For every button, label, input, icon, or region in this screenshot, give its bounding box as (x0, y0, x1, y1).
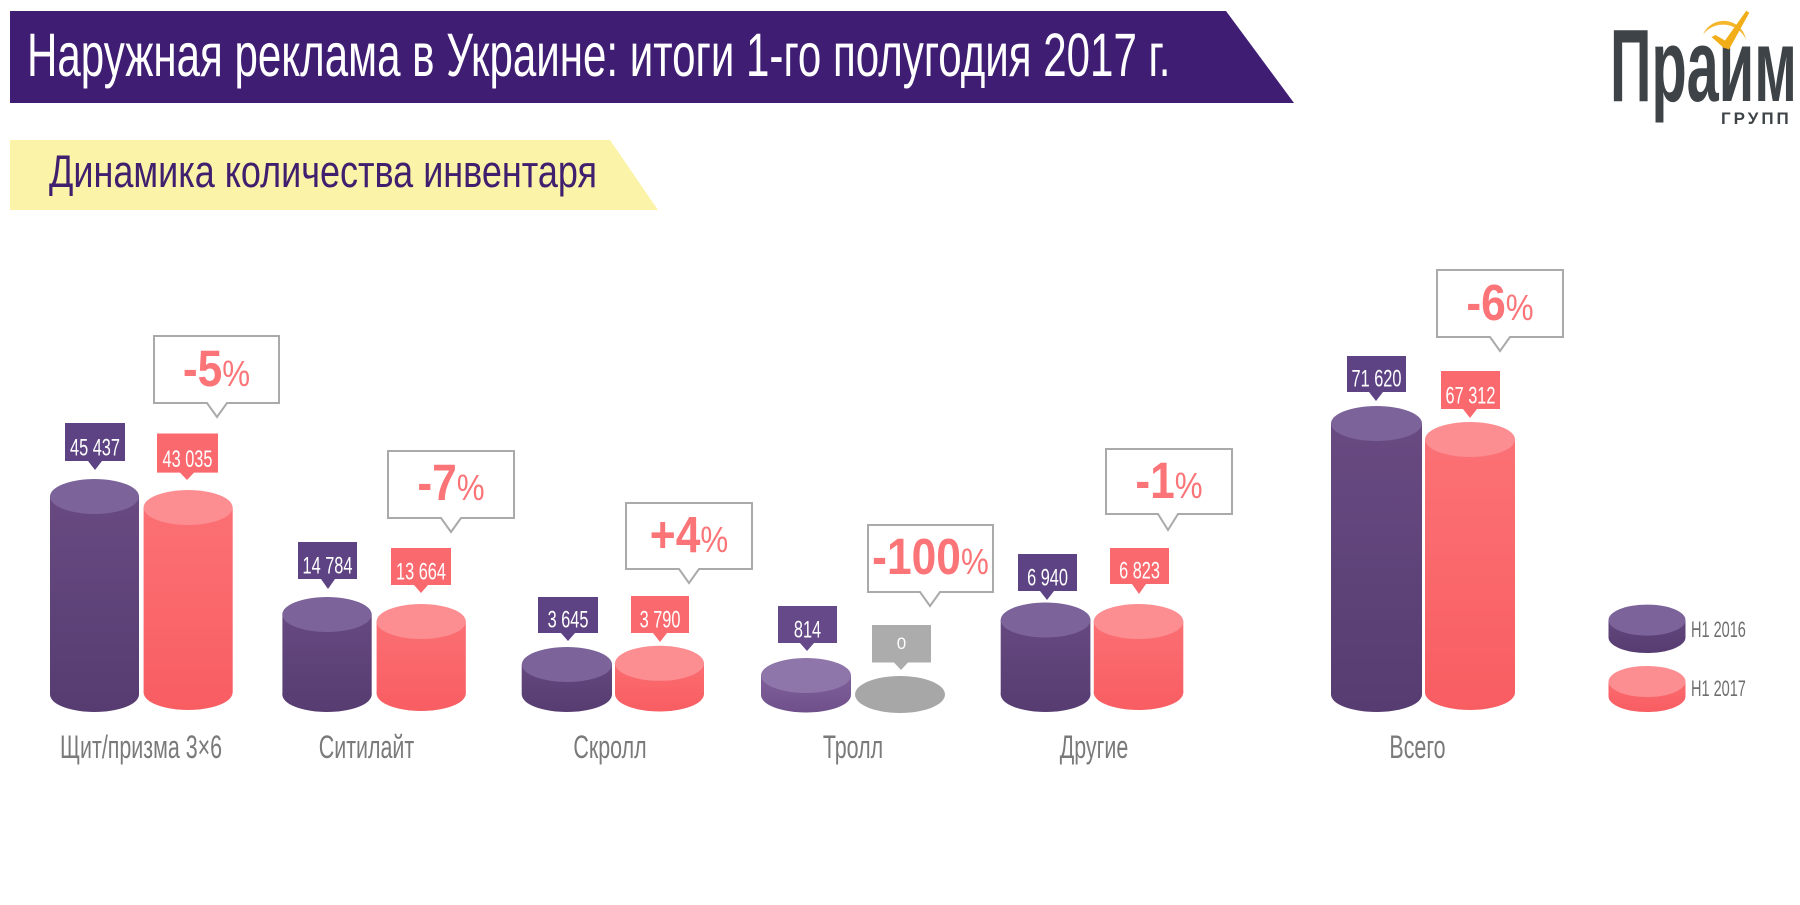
svg-text:ГРУПП: ГРУПП (1721, 109, 1792, 128)
svg-text:Праим: Праим (1610, 7, 1797, 123)
svg-text:Другие: Другие (1060, 729, 1129, 765)
svg-text:Тролл: Тролл (823, 729, 883, 765)
svg-text:Ситилайт: Ситилайт (319, 729, 414, 765)
svg-text:3 790: 3 790 (640, 606, 681, 633)
svg-text:0: 0 (897, 634, 906, 653)
svg-text:H1 2016: H1 2016 (1691, 617, 1746, 642)
svg-text:-1%: -1% (1135, 453, 1202, 510)
svg-text:67 312: 67 312 (1446, 382, 1496, 409)
svg-text:3 645: 3 645 (548, 606, 589, 633)
svg-text:14 784: 14 784 (303, 552, 353, 579)
svg-text:6 940: 6 940 (1027, 564, 1068, 591)
svg-text:45 437: 45 437 (70, 434, 120, 461)
svg-text:-6%: -6% (1466, 275, 1533, 332)
svg-text:Динамика количества инвентаря: Динамика количества инвентаря (49, 146, 597, 197)
svg-text:Скролл: Скролл (573, 729, 646, 765)
svg-text:Всего: Всего (1389, 729, 1445, 765)
svg-text:71 620: 71 620 (1352, 365, 1402, 392)
svg-text:Наружная реклама в Украине: ит: Наружная реклама в Украине: итоги 1-го п… (27, 22, 1170, 90)
svg-text:13 664: 13 664 (396, 558, 446, 585)
svg-text:Щит/призма 3×6: Щит/призма 3×6 (60, 729, 222, 765)
svg-text:43 035: 43 035 (163, 446, 213, 473)
svg-text:H1 2017: H1 2017 (1691, 676, 1746, 701)
svg-text:814: 814 (794, 616, 821, 643)
svg-text:-100%: -100% (872, 529, 989, 586)
svg-text:6 823: 6 823 (1119, 557, 1160, 584)
